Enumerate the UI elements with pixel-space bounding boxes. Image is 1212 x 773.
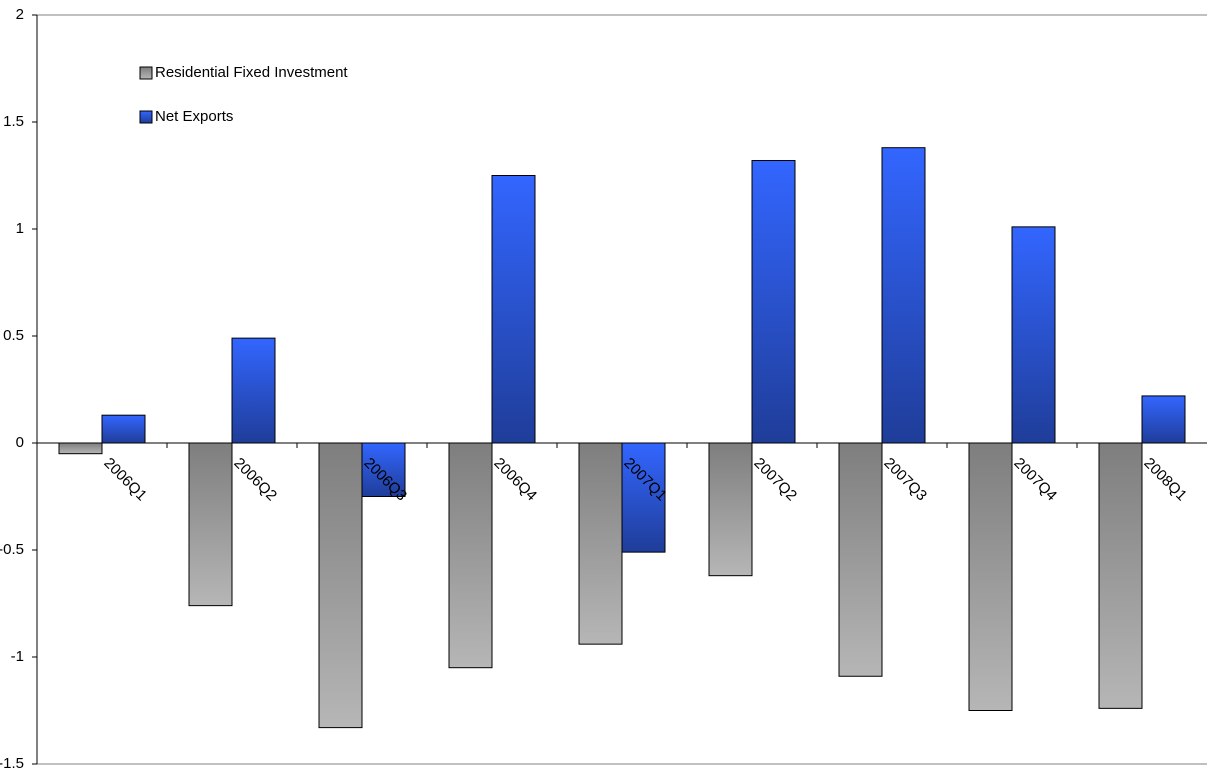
- x-tick-label: 2007Q3: [880, 455, 930, 505]
- legend-swatch: [139, 110, 153, 124]
- y-tick-label: -1.5: [0, 755, 24, 772]
- bar: [751, 160, 796, 444]
- bar: [1098, 442, 1143, 709]
- bar: [231, 337, 276, 444]
- y-tick-label: 2: [16, 6, 24, 23]
- x-tick-label: 2007Q4: [1010, 455, 1060, 505]
- bar: [318, 442, 363, 729]
- bar: [621, 442, 666, 553]
- legend-label: Residential Fixed Investment: [155, 64, 348, 81]
- y-tick-label: 0: [16, 434, 24, 451]
- bar: [1141, 395, 1186, 444]
- y-tick-label: -0.5: [0, 541, 24, 558]
- bar: [708, 442, 753, 577]
- bar: [101, 414, 146, 444]
- bar: [491, 175, 536, 444]
- x-tick-label: 2006Q4: [490, 455, 540, 505]
- bar: [361, 442, 406, 497]
- y-tick-label: -1: [11, 648, 24, 665]
- y-tick-label: 1: [16, 220, 24, 237]
- bar: [188, 442, 233, 607]
- x-tick-label: 2006Q2: [230, 455, 280, 505]
- y-tick-label: 0.5: [3, 327, 24, 344]
- x-tick-label: 2008Q1: [1140, 455, 1190, 505]
- legend-swatch: [139, 66, 153, 80]
- bar: [1011, 226, 1056, 444]
- bar: [881, 147, 926, 444]
- bar: [448, 442, 493, 669]
- legend-label: Net Exports: [155, 108, 233, 125]
- bar: [838, 442, 883, 677]
- x-tick-label: 2007Q2: [750, 455, 800, 505]
- y-tick-label: 1.5: [3, 113, 24, 130]
- x-tick-label: 2006Q1: [100, 455, 150, 505]
- bar: [968, 442, 1013, 711]
- bar: [578, 442, 623, 645]
- bar: [58, 442, 103, 455]
